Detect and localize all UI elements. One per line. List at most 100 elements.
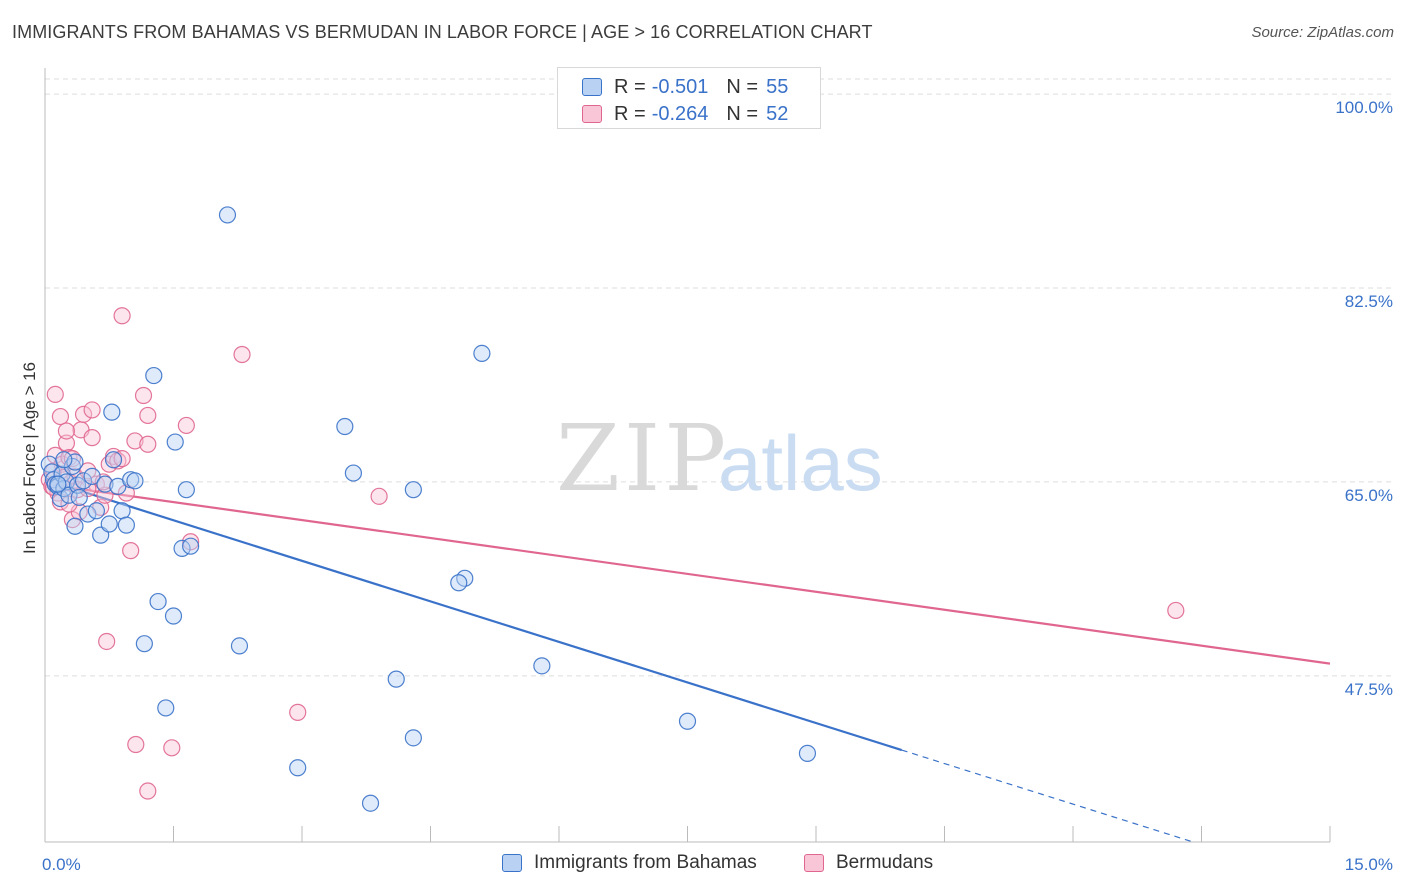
legend-swatch-pink bbox=[582, 105, 602, 123]
data-point-bahamas bbox=[149, 592, 167, 611]
data-points bbox=[40, 206, 1185, 812]
legend-item-bermudans[interactable]: Bermudans bbox=[804, 852, 933, 874]
r-label: R = bbox=[614, 102, 646, 125]
x-tick-label: 0.0% bbox=[42, 855, 81, 874]
data-point-bahamas bbox=[49, 475, 67, 493]
data-point-bermudans bbox=[1167, 601, 1185, 620]
data-point-bermudans bbox=[177, 416, 195, 435]
y-axis-label: In Labor Force | Age > 16 bbox=[20, 361, 39, 555]
tick-labels: 47.5% 65.0% 82.5% 100.0% 0.0% 15.0% bbox=[42, 98, 1393, 874]
data-point-bermudans bbox=[289, 703, 307, 721]
data-point-bahamas bbox=[157, 699, 175, 717]
data-point-bahamas bbox=[83, 467, 101, 485]
data-point-bahamas bbox=[103, 403, 121, 421]
data-point-bahamas bbox=[404, 729, 422, 747]
legend-row-bermudans: R = -0.264 N = 52 bbox=[582, 102, 788, 126]
n-label: N = bbox=[726, 75, 759, 98]
data-point-bermudans bbox=[57, 422, 76, 440]
data-point-bermudans bbox=[163, 739, 181, 757]
data-point-bermudans bbox=[60, 495, 78, 513]
data-point-bermudans bbox=[134, 386, 153, 405]
data-point-bermudans bbox=[98, 632, 116, 651]
r-value: -0.264 bbox=[651, 102, 709, 125]
watermark-atlas: atlas bbox=[718, 419, 883, 507]
data-point-bermudans bbox=[139, 782, 157, 800]
data-point-bahamas bbox=[79, 505, 97, 523]
watermark-zip: ZIP bbox=[556, 405, 730, 512]
data-point-bahamas bbox=[387, 670, 405, 688]
legend-label-bermudans: Bermudans bbox=[836, 852, 934, 873]
data-point-bahamas bbox=[344, 464, 362, 482]
data-point-bahamas bbox=[104, 451, 123, 469]
r-value: -0.501 bbox=[651, 75, 709, 98]
data-point-bermudans bbox=[139, 406, 157, 425]
data-point-bermudans bbox=[57, 434, 76, 452]
y-tick-label: 82.5% bbox=[1345, 292, 1393, 311]
data-point-bahamas bbox=[70, 488, 88, 507]
n-label: N = bbox=[726, 102, 759, 125]
trendline-bahamas bbox=[44, 478, 902, 752]
data-point-bahamas bbox=[177, 481, 195, 499]
correlation-legend: R = -0.501 N = 55 R = -0.264 N = 52 bbox=[557, 67, 821, 129]
legend-swatch-blue bbox=[502, 854, 522, 872]
n-value: 52 bbox=[766, 102, 789, 125]
data-point-bahamas bbox=[51, 489, 70, 508]
data-point-bahamas bbox=[289, 759, 307, 777]
data-point-bermudans bbox=[126, 432, 144, 450]
data-point-bahamas bbox=[145, 366, 163, 385]
n-value: 55 bbox=[766, 75, 789, 98]
data-point-bahamas bbox=[473, 344, 491, 363]
watermark: ZIP atlas bbox=[556, 405, 883, 512]
data-point-bahamas bbox=[100, 515, 118, 533]
data-point-bahamas bbox=[164, 607, 183, 625]
data-point-bahamas bbox=[66, 453, 84, 471]
r-label: R = bbox=[614, 75, 646, 98]
data-point-bermudans bbox=[233, 345, 251, 364]
data-point-bahamas bbox=[74, 472, 93, 490]
data-point-bermudans bbox=[113, 450, 131, 468]
data-point-bahamas bbox=[404, 481, 422, 499]
data-point-bermudans bbox=[46, 446, 64, 464]
data-point-bermudans bbox=[370, 487, 388, 505]
data-point-bermudans bbox=[83, 429, 101, 447]
legend-swatch-blue bbox=[582, 78, 602, 96]
legend-row-bahamas: R = -0.501 N = 55 bbox=[582, 75, 788, 99]
data-point-bahamas bbox=[218, 206, 237, 224]
data-point-bahamas bbox=[182, 537, 200, 555]
data-point-bahamas bbox=[117, 516, 135, 534]
chart-title: IMMIGRANTS FROM BAHAMAS VS BERMUDAN IN L… bbox=[12, 22, 873, 42]
data-point-bahamas bbox=[66, 517, 84, 535]
trend-lines bbox=[44, 478, 1331, 843]
trendline-bahamas-extension bbox=[901, 749, 1194, 843]
data-point-bahamas bbox=[450, 574, 468, 592]
y-tick-label: 100.0% bbox=[1335, 98, 1393, 117]
data-point-bahamas bbox=[230, 637, 249, 655]
data-point-bahamas bbox=[166, 433, 184, 451]
data-point-bahamas bbox=[55, 451, 73, 469]
data-point-bahamas bbox=[96, 475, 114, 493]
legend-swatch-pink bbox=[804, 854, 824, 872]
source-label: Source: ZipAtlas.com bbox=[1251, 24, 1394, 41]
data-point-bahamas bbox=[87, 502, 106, 520]
data-point-bahamas bbox=[113, 502, 131, 520]
series-legend: Immigrants from Bahamas Bermudans bbox=[0, 852, 1406, 876]
data-point-bermudans bbox=[46, 385, 64, 404]
data-point-bermudans bbox=[51, 407, 70, 426]
axes bbox=[44, 68, 1331, 843]
data-point-bahamas bbox=[533, 657, 551, 675]
y-tick-label: 47.5% bbox=[1345, 680, 1393, 699]
data-point-bahamas bbox=[798, 744, 817, 762]
data-point-bermudans bbox=[74, 405, 93, 423]
grid-layer bbox=[45, 78, 1394, 677]
data-point-bermudans bbox=[182, 533, 200, 551]
trendline-bermudans bbox=[44, 483, 1331, 665]
data-point-bermudans bbox=[113, 307, 131, 325]
data-point-bermudans bbox=[139, 435, 157, 453]
data-point-bermudans bbox=[117, 484, 135, 502]
legend-item-bahamas[interactable]: Immigrants from Bahamas bbox=[502, 852, 757, 874]
y-tick-label: 65.0% bbox=[1345, 486, 1393, 505]
x-tick-label: 15.0% bbox=[1345, 855, 1393, 874]
data-point-bermudans bbox=[127, 735, 145, 754]
data-point-bermudans bbox=[122, 542, 140, 560]
